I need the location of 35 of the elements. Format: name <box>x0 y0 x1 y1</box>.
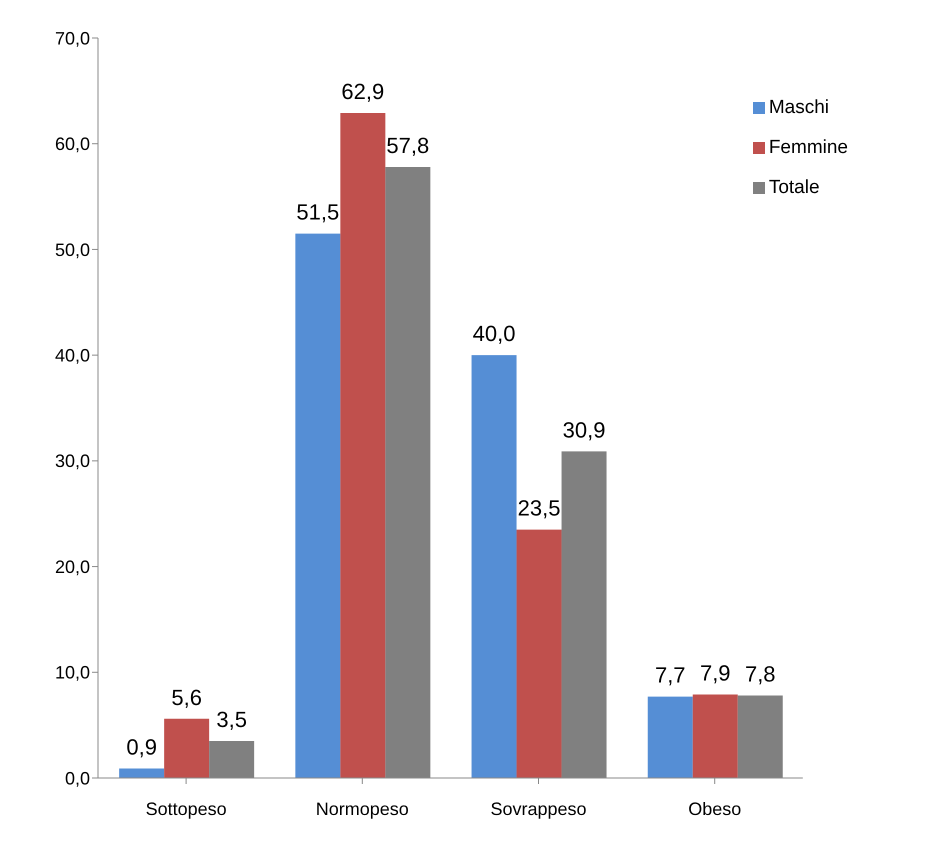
y-tick-label: 10,0 <box>54 662 90 683</box>
legend-label: Maschi <box>768 97 829 118</box>
y-tick-label: 50,0 <box>54 240 90 260</box>
x-tick-label: Sovrappeso <box>490 798 587 819</box>
data-label: 5,6 <box>171 684 202 710</box>
legend-label: Femmine <box>768 137 848 158</box>
data-label: 7,7 <box>654 662 686 688</box>
data-label: 30,9 <box>562 417 606 442</box>
bar <box>164 718 210 778</box>
data-label: 51,5 <box>296 200 340 225</box>
data-label: 57,8 <box>386 132 430 158</box>
data-label: 23,5 <box>518 496 560 521</box>
x-tick-label: Normopeso <box>316 798 409 819</box>
bar <box>119 768 164 778</box>
y-tick-label: 70,0 <box>54 28 90 48</box>
y-tick-label: 20,0 <box>54 556 90 577</box>
data-label: 7,9 <box>700 660 731 686</box>
y-tick-label: 40,0 <box>54 346 90 366</box>
y-tick-label: 30,0 <box>54 451 90 472</box>
bar <box>692 694 738 778</box>
bar <box>295 234 340 778</box>
data-label: 3,5 <box>216 707 247 732</box>
legend-label: Totale <box>768 177 820 198</box>
x-tick-label: Obeso <box>688 798 742 819</box>
bar <box>648 696 693 778</box>
bar <box>472 355 517 778</box>
data-label: 0,9 <box>126 734 157 760</box>
y-tick-label: 60,0 <box>54 134 90 154</box>
data-label: 40,0 <box>472 321 516 346</box>
bar <box>516 530 562 778</box>
bar <box>340 113 386 778</box>
data-label: 7,8 <box>744 662 776 687</box>
x-tick-label: Sottopeso <box>146 798 227 819</box>
data-label: 62,9 <box>341 79 384 104</box>
y-tick-label: 0,0 <box>64 768 90 788</box>
